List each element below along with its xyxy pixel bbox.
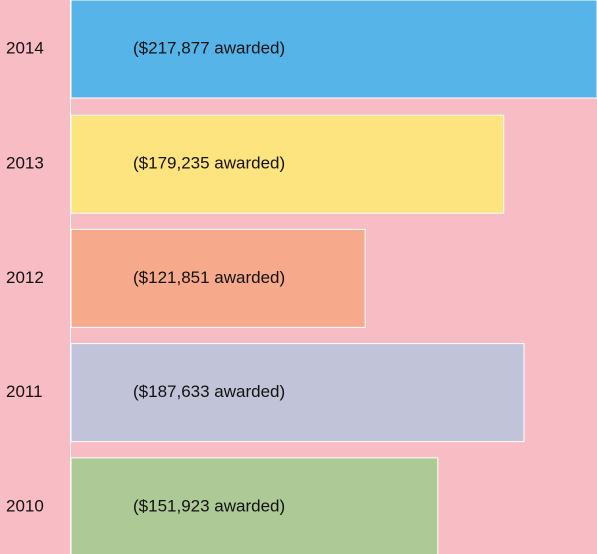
bar xyxy=(70,114,505,214)
y-tick-label: 2010 xyxy=(6,496,44,515)
bar xyxy=(70,0,597,99)
data-label: ($179,235 awarded) xyxy=(133,154,285,173)
y-tick-label: 2014 xyxy=(6,38,44,57)
y-tick-label: 2012 xyxy=(6,268,44,287)
data-label: ($121,851 awarded) xyxy=(133,268,285,287)
data-label: ($151,923 awarded) xyxy=(133,496,285,515)
y-tick-label: 2011 xyxy=(6,382,43,401)
y-tick-label: 2013 xyxy=(6,154,44,173)
bar xyxy=(70,228,366,328)
data-label: ($187,633 awarded) xyxy=(133,382,285,401)
data-label: ($217,877 awarded) xyxy=(133,38,285,57)
bar xyxy=(70,343,525,443)
bar xyxy=(70,457,439,554)
